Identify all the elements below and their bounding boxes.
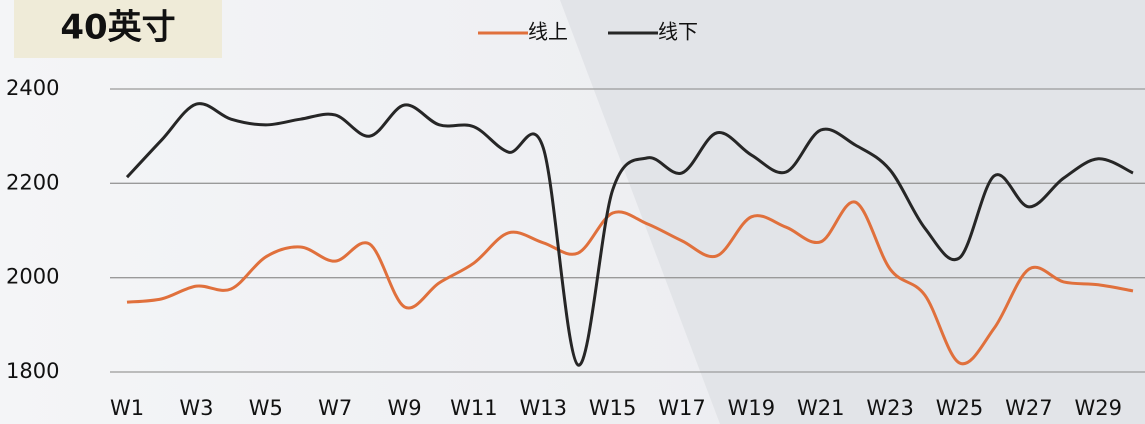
legend-label: 线下: [658, 20, 698, 44]
x-tick-label: W17: [658, 396, 706, 420]
y-tick-label: 2200: [6, 170, 59, 194]
x-tick-label: W15: [589, 396, 637, 420]
x-tick-label: W13: [520, 396, 568, 420]
x-tick-label: W19: [728, 396, 776, 420]
x-tick-label: W25: [936, 396, 984, 420]
x-tick-label: W1: [110, 396, 144, 420]
y-tick-label: 2400: [6, 76, 59, 100]
legend-label: 线上: [528, 20, 568, 44]
x-tick-label: W29: [1075, 396, 1123, 420]
y-tick-label: 1800: [6, 359, 59, 383]
x-tick-label: W23: [866, 396, 914, 420]
x-tick-label: W21: [797, 396, 845, 420]
x-tick-label: W9: [387, 396, 421, 420]
x-tick-label: W11: [450, 396, 498, 420]
y-tick-label: 2000: [6, 265, 59, 289]
x-tick-label: W3: [179, 396, 213, 420]
line-series: [125, 102, 1134, 367]
chart-title: 40英寸: [60, 8, 175, 48]
x-tick-label: W7: [318, 396, 352, 420]
title-box: [14, 0, 222, 58]
x-tick-label: W5: [249, 396, 283, 420]
x-tick-label: W27: [1005, 396, 1053, 420]
line-series: [126, 200, 1134, 366]
